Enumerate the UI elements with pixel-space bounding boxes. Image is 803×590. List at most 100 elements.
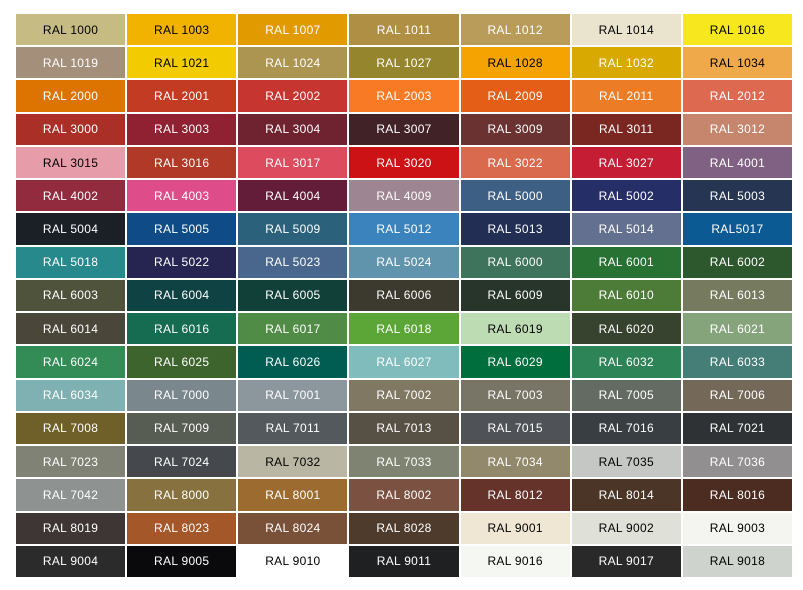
swatch-label: RAL 7035: [598, 454, 654, 469]
swatch-ral-5000: RAL 5000: [460, 180, 570, 212]
swatch-ral-9018: RAL 9018: [682, 545, 792, 577]
swatch-ral-9004: RAL 9004: [16, 545, 126, 577]
swatch-ral-9011: RAL 9011: [349, 545, 459, 577]
swatch-label: RAL 3012: [709, 122, 766, 137]
swatch-label: RAL 7008: [42, 421, 99, 436]
swatch-label: RAL 5018: [42, 255, 99, 270]
swatch-ral-3003: RAL 3003: [127, 113, 237, 145]
swatch-ral-7034: RAL 7034: [460, 446, 570, 478]
swatch-ral-9003: RAL 9003: [682, 512, 792, 544]
swatch-label: RAL 2012: [709, 89, 766, 104]
swatch-label: RAL 3015: [42, 155, 99, 170]
swatch-label: RAL 3020: [376, 155, 432, 170]
swatch-ral-7033: RAL 7033: [349, 446, 459, 478]
swatch-ral-6003: RAL 6003: [16, 279, 126, 312]
swatch-label: RAL 4001: [709, 155, 766, 170]
swatch-label: RAL 6016: [154, 321, 210, 336]
swatch-label: RAL 8024: [265, 521, 321, 536]
swatch-label: RAL 1000: [42, 22, 99, 37]
swatch-label: RAL 4009: [376, 188, 432, 203]
swatch-label: RAL 6009: [487, 288, 543, 303]
swatch-label: RAL 7005: [598, 388, 654, 403]
swatch-ral-2000: RAL 2000: [16, 80, 126, 112]
swatch-ral-1011: RAL 1011: [349, 14, 459, 46]
swatch-label: RAL 1014: [598, 22, 654, 37]
swatch-label: RAL 6002: [709, 255, 766, 270]
swatch-label: RAL 7034: [487, 454, 543, 469]
swatch-label: RAL 8012: [487, 487, 543, 502]
swatch-label: RAL 2002: [265, 89, 321, 104]
swatch-label: RAL 6026: [265, 354, 321, 369]
swatch-label: RAL 7016: [598, 421, 654, 436]
swatch-label: RAL 4004: [265, 188, 321, 203]
swatch-label: RAL 1019: [42, 55, 99, 70]
swatch-ral-8023: RAL 8023: [127, 512, 237, 544]
swatch-label: RAL 6019: [487, 321, 543, 336]
swatch-label: RAL 6018: [376, 321, 432, 336]
swatch-ral-5013: RAL 5013: [460, 213, 570, 245]
swatch-label: RAL 3016: [154, 155, 210, 170]
swatch-label: RAL 8001: [265, 487, 321, 502]
swatch-label: RAL 9010: [265, 554, 321, 569]
swatch-label: RAL 7033: [376, 454, 432, 469]
swatch-ral-1016: RAL 1016: [682, 14, 792, 46]
swatch-ral-6025: RAL 6025: [127, 346, 237, 378]
swatch-ral-6027: RAL 6027: [349, 346, 459, 378]
swatch-label: RAL 3000: [42, 122, 99, 137]
swatch-ral-7002: RAL 7002: [349, 379, 459, 411]
swatch-label: RAL 1032: [598, 55, 654, 70]
swatch-label: RAL 3009: [487, 122, 543, 137]
swatch-ral-8014: RAL 8014: [571, 479, 681, 511]
swatch-ral-7035: RAL 7035: [571, 446, 681, 478]
swatch-ral-2002: RAL 2002: [238, 80, 348, 112]
swatch-ral-4003: RAL 4003: [127, 180, 237, 212]
swatch-ral-8024: RAL 8024: [238, 512, 348, 544]
swatch-label: RAL 8019: [42, 521, 99, 536]
swatch-label: RAL 7032: [265, 454, 321, 469]
swatch-ral-7015: RAL 7015: [460, 412, 570, 445]
swatch-label: RAL 2000: [42, 89, 99, 104]
swatch-ral-7006: RAL 7006: [682, 379, 792, 411]
swatch-label: RAL 5022: [154, 255, 210, 270]
swatch-label: RAL 6001: [598, 255, 654, 270]
swatch-ral-3015: RAL 3015: [16, 146, 126, 179]
swatch-label: RAL 7006: [709, 388, 766, 403]
swatch-label: RAL 6020: [598, 321, 654, 336]
swatch-ral-7023: RAL 7023: [16, 446, 126, 478]
swatch-ral-2001: RAL 2001: [127, 80, 237, 112]
swatch-ral-1028: RAL 1028: [460, 47, 570, 79]
swatch-label: RAL 8014: [598, 487, 654, 502]
swatch-ral-6004: RAL 6004: [127, 279, 237, 312]
swatch-ral-3007: RAL 3007: [349, 113, 459, 145]
swatch-ral-3012: RAL 3012: [682, 113, 792, 145]
swatch-ral-5005: RAL 5005: [127, 213, 237, 245]
swatch-ral-7003: RAL 7003: [460, 379, 570, 411]
swatch-ral-7000: RAL 7000: [127, 379, 237, 411]
swatch-ral-1007: RAL 1007: [238, 14, 348, 46]
swatch-label: RAL 2011: [599, 89, 654, 104]
swatch-label: RAL 2009: [487, 89, 543, 104]
swatch-label: RAL 6024: [42, 354, 99, 369]
swatch-label: RAL 1003: [154, 22, 210, 37]
swatch-label: RAL 3022: [487, 155, 543, 170]
swatch-label: RAL 9018: [709, 554, 766, 569]
swatch-label: RAL 3011: [599, 122, 654, 137]
swatch-label: RAL 7003: [487, 388, 543, 403]
swatch-ral-1019: RAL 1019: [16, 47, 126, 79]
swatch-ral-7036: RAL 7036: [682, 446, 792, 478]
swatch-ral-1012: RAL 1012: [460, 14, 570, 46]
swatch-label: RAL 7023: [42, 454, 99, 469]
swatch-label: RAL 7013: [376, 421, 432, 436]
swatch-ral-7021: RAL 7021: [682, 412, 792, 445]
swatch-ral-6034: RAL 6034: [16, 379, 126, 411]
swatch-ral-1034: RAL 1034: [682, 47, 792, 79]
swatch-ral-6009: RAL 6009: [460, 279, 570, 312]
swatch-ral-9016: RAL 9016: [460, 545, 570, 577]
swatch-label: RAL 1024: [265, 55, 321, 70]
swatch-label: RAL 6000: [487, 255, 543, 270]
swatch-ral-2011: RAL 2011: [571, 80, 681, 112]
swatch-label: RAL 4002: [42, 188, 99, 203]
swatch-ral-3017: RAL 3017: [238, 146, 348, 179]
swatch-ral-5012: RAL 5012: [349, 213, 459, 245]
swatch-ral-7011: RAL 7011: [238, 412, 348, 445]
